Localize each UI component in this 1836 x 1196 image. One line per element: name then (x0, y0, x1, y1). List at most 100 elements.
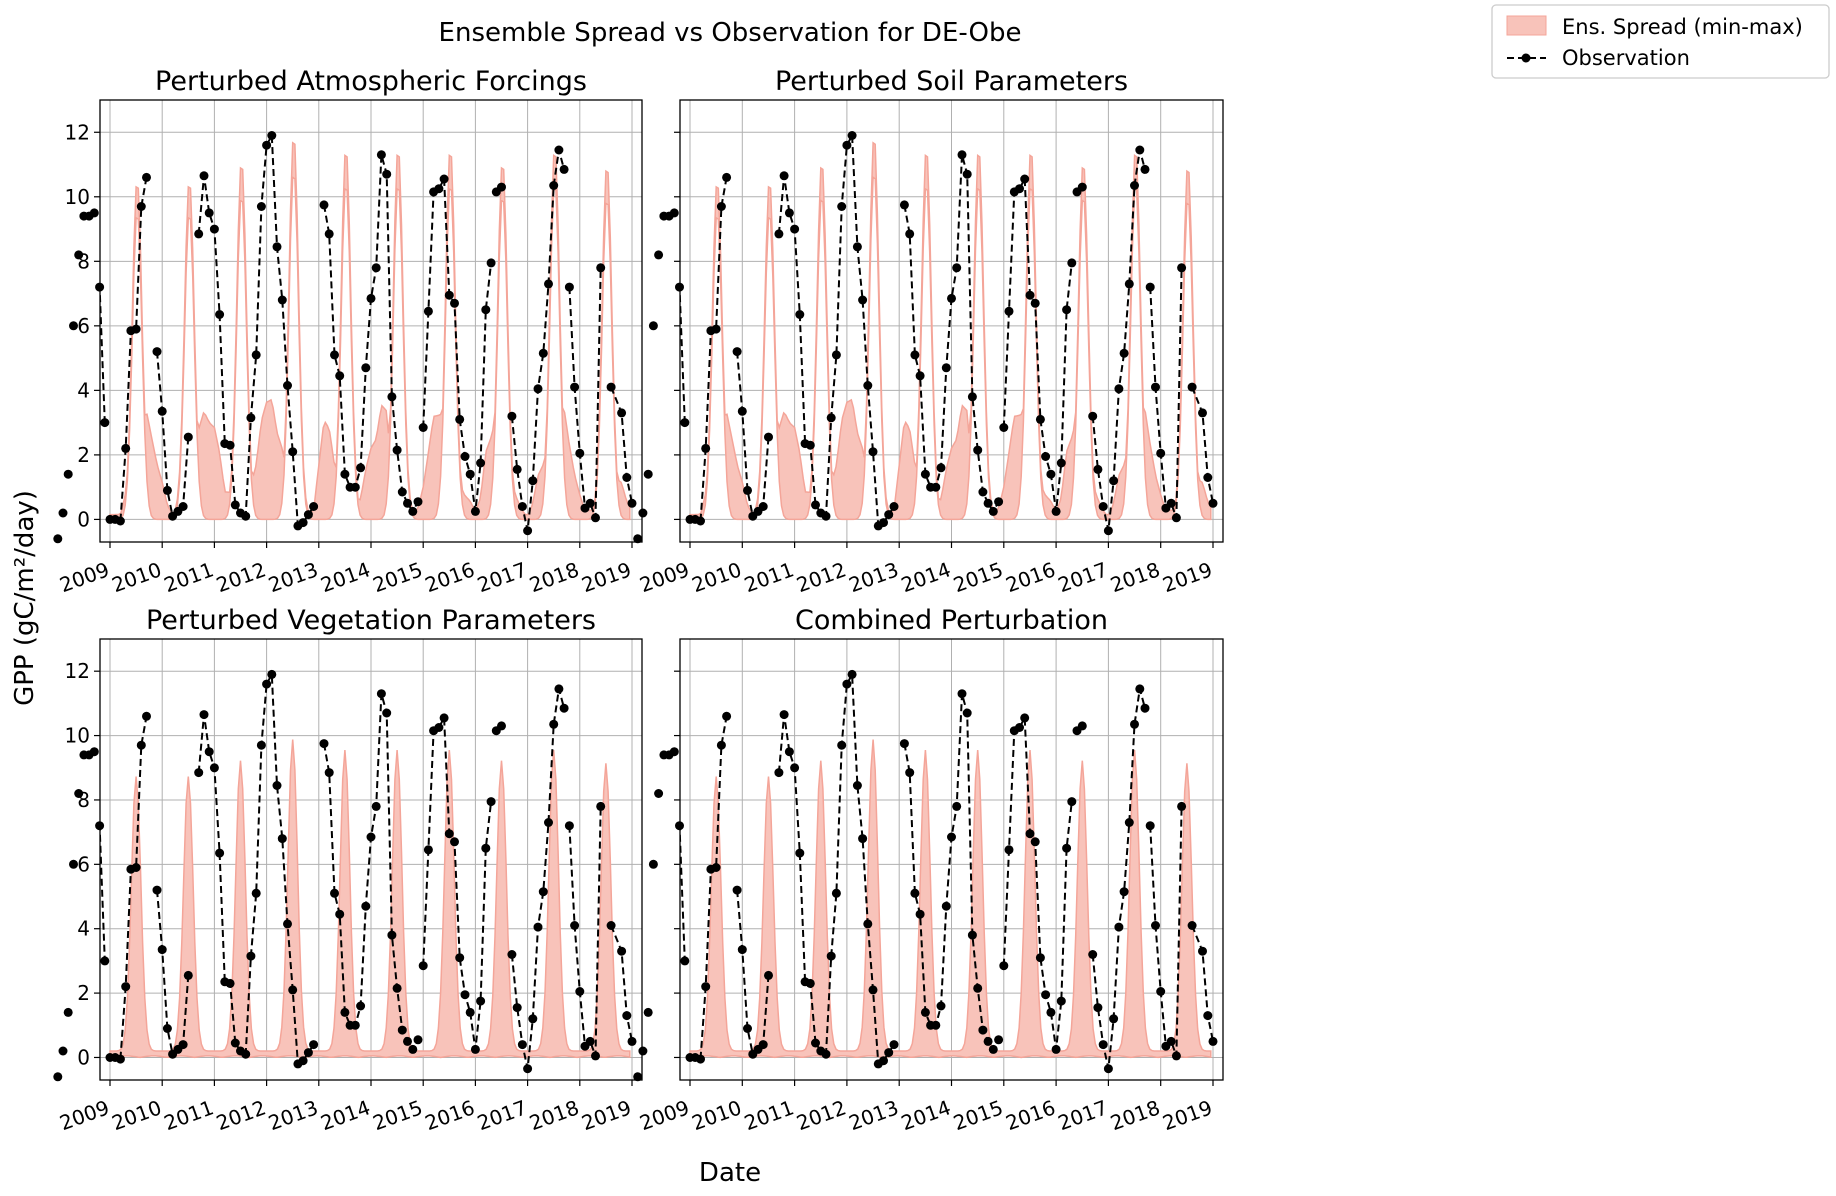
y-tick-label: 2 (77, 443, 90, 467)
observation-point (517, 502, 527, 511)
observation-point (905, 229, 915, 239)
observation-point (418, 423, 428, 432)
x-axis-label: Date (699, 1158, 761, 1188)
observation-point (1198, 408, 1207, 418)
observation-point (627, 1036, 637, 1046)
x-tick-label: 2011 (741, 557, 797, 597)
observation-point (215, 848, 225, 858)
legend-observation-marker (1521, 53, 1531, 63)
observation-point (209, 224, 219, 234)
observation-point (403, 1036, 412, 1046)
observation-point (1203, 473, 1213, 482)
observation-point (376, 150, 386, 160)
observation-point (194, 768, 204, 778)
observation-point (596, 263, 606, 273)
x-tick-label: 2016 (422, 557, 478, 597)
observation-point (408, 506, 418, 516)
observation-point (1145, 821, 1155, 831)
observation-point (837, 740, 847, 750)
observation-point (915, 371, 925, 381)
observation-point (967, 930, 977, 940)
observation-point (1166, 498, 1176, 508)
observation-point (523, 526, 533, 536)
observation-point (1114, 384, 1124, 394)
x-tick-label: 2019 (578, 557, 634, 597)
observation-point (622, 473, 632, 482)
legend-observation-label: Observation (1562, 46, 1690, 70)
observation-point (863, 919, 873, 929)
observation-point (764, 432, 773, 442)
observation-point (554, 684, 564, 694)
observation-point (465, 1007, 475, 1017)
observation-point (1056, 996, 1066, 1006)
observation-point (392, 445, 402, 455)
observation-point (121, 443, 131, 453)
observation-point (413, 1035, 423, 1045)
observation-point (340, 469, 350, 479)
observation-point (246, 951, 256, 961)
y-tick-label: 4 (77, 917, 90, 941)
observation-line (1191, 386, 1214, 504)
observation-point (387, 392, 397, 402)
observation-point (465, 469, 475, 479)
subplot-title: Perturbed Atmospheric Forcings (155, 66, 587, 97)
observation-point (162, 485, 172, 495)
observation-point (319, 200, 329, 210)
observation-point (142, 172, 151, 182)
observation-point (931, 1020, 941, 1030)
observation-point (298, 518, 308, 528)
observation-point (737, 406, 747, 416)
observation-point (408, 1044, 418, 1054)
observation-point (1093, 464, 1103, 474)
observation-point (152, 885, 162, 895)
observation-point (999, 961, 1009, 971)
observation-point (1103, 526, 1113, 536)
observation-point (570, 921, 580, 930)
x-tick-label: 2011 (161, 557, 217, 597)
legend-spread-label: Ens. Spread (min-max) (1562, 15, 1803, 39)
subplot-3: 0246810122009201020112012201320142015201… (53, 605, 643, 1135)
observation-point (559, 703, 569, 713)
observation-point (805, 440, 815, 450)
y-tick-label: 2 (77, 981, 90, 1005)
observation-point (988, 506, 998, 516)
observation-point (209, 763, 219, 773)
x-tick-label: 2017 (474, 557, 530, 597)
observation-point (439, 713, 449, 723)
observation-point (376, 689, 386, 699)
observation-point (669, 208, 679, 218)
observation-point (1119, 887, 1129, 897)
x-tick-label: 2014 (898, 1095, 954, 1135)
spread-band (689, 141, 1212, 521)
observation-point (74, 789, 84, 798)
x-tick-label: 2018 (526, 1095, 582, 1135)
observation-point (899, 739, 909, 749)
observation-point (758, 1040, 768, 1050)
subplot-2: 2009201020112012201320142015201620172018… (633, 66, 1224, 597)
subplots: 0246810122009201020112012201320142015201… (53, 66, 1224, 1135)
observation-point (63, 1007, 73, 1017)
observation-point (1088, 950, 1098, 959)
y-tick-label: 8 (77, 788, 90, 812)
observation-point (920, 469, 930, 479)
y-axis-label: GPP (gC/m²/day) (10, 490, 40, 706)
observation-point (988, 1044, 998, 1054)
observation-line (197, 670, 315, 1066)
y-tick-label: 10 (65, 724, 90, 748)
observation-point (544, 818, 553, 827)
observation-point (533, 922, 543, 932)
observation-point (507, 950, 517, 959)
observation-point (1004, 845, 1014, 855)
observation-point (1109, 476, 1119, 486)
observation-point (795, 310, 805, 319)
y-tick-label: 12 (65, 120, 90, 144)
observation-point (162, 1024, 172, 1033)
observation-point (267, 131, 277, 140)
observation-point (842, 140, 852, 150)
observation-point (330, 350, 339, 360)
x-tick-label: 2017 (1055, 557, 1111, 597)
observation-point (361, 363, 371, 373)
observation-point (559, 164, 569, 174)
observation-point (1020, 174, 1030, 184)
observation-point (962, 169, 972, 179)
